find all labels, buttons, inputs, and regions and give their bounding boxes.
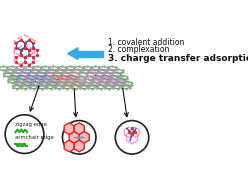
Polygon shape [79, 132, 89, 143]
Polygon shape [74, 123, 84, 134]
Polygon shape [69, 132, 79, 143]
Circle shape [115, 121, 149, 154]
Polygon shape [68, 48, 78, 59]
Circle shape [5, 115, 44, 153]
Polygon shape [78, 51, 103, 57]
Circle shape [62, 121, 96, 154]
Polygon shape [64, 140, 74, 152]
Text: 2. complexation: 2. complexation [108, 45, 170, 54]
Text: 1. covalent addition: 1. covalent addition [108, 37, 185, 46]
Polygon shape [64, 123, 74, 134]
Polygon shape [74, 140, 84, 152]
Text: armchair edge: armchair edge [15, 135, 54, 140]
Text: zigzag edge: zigzag edge [15, 122, 47, 127]
Text: 3. charge transfer adsorption: 3. charge transfer adsorption [108, 54, 248, 63]
